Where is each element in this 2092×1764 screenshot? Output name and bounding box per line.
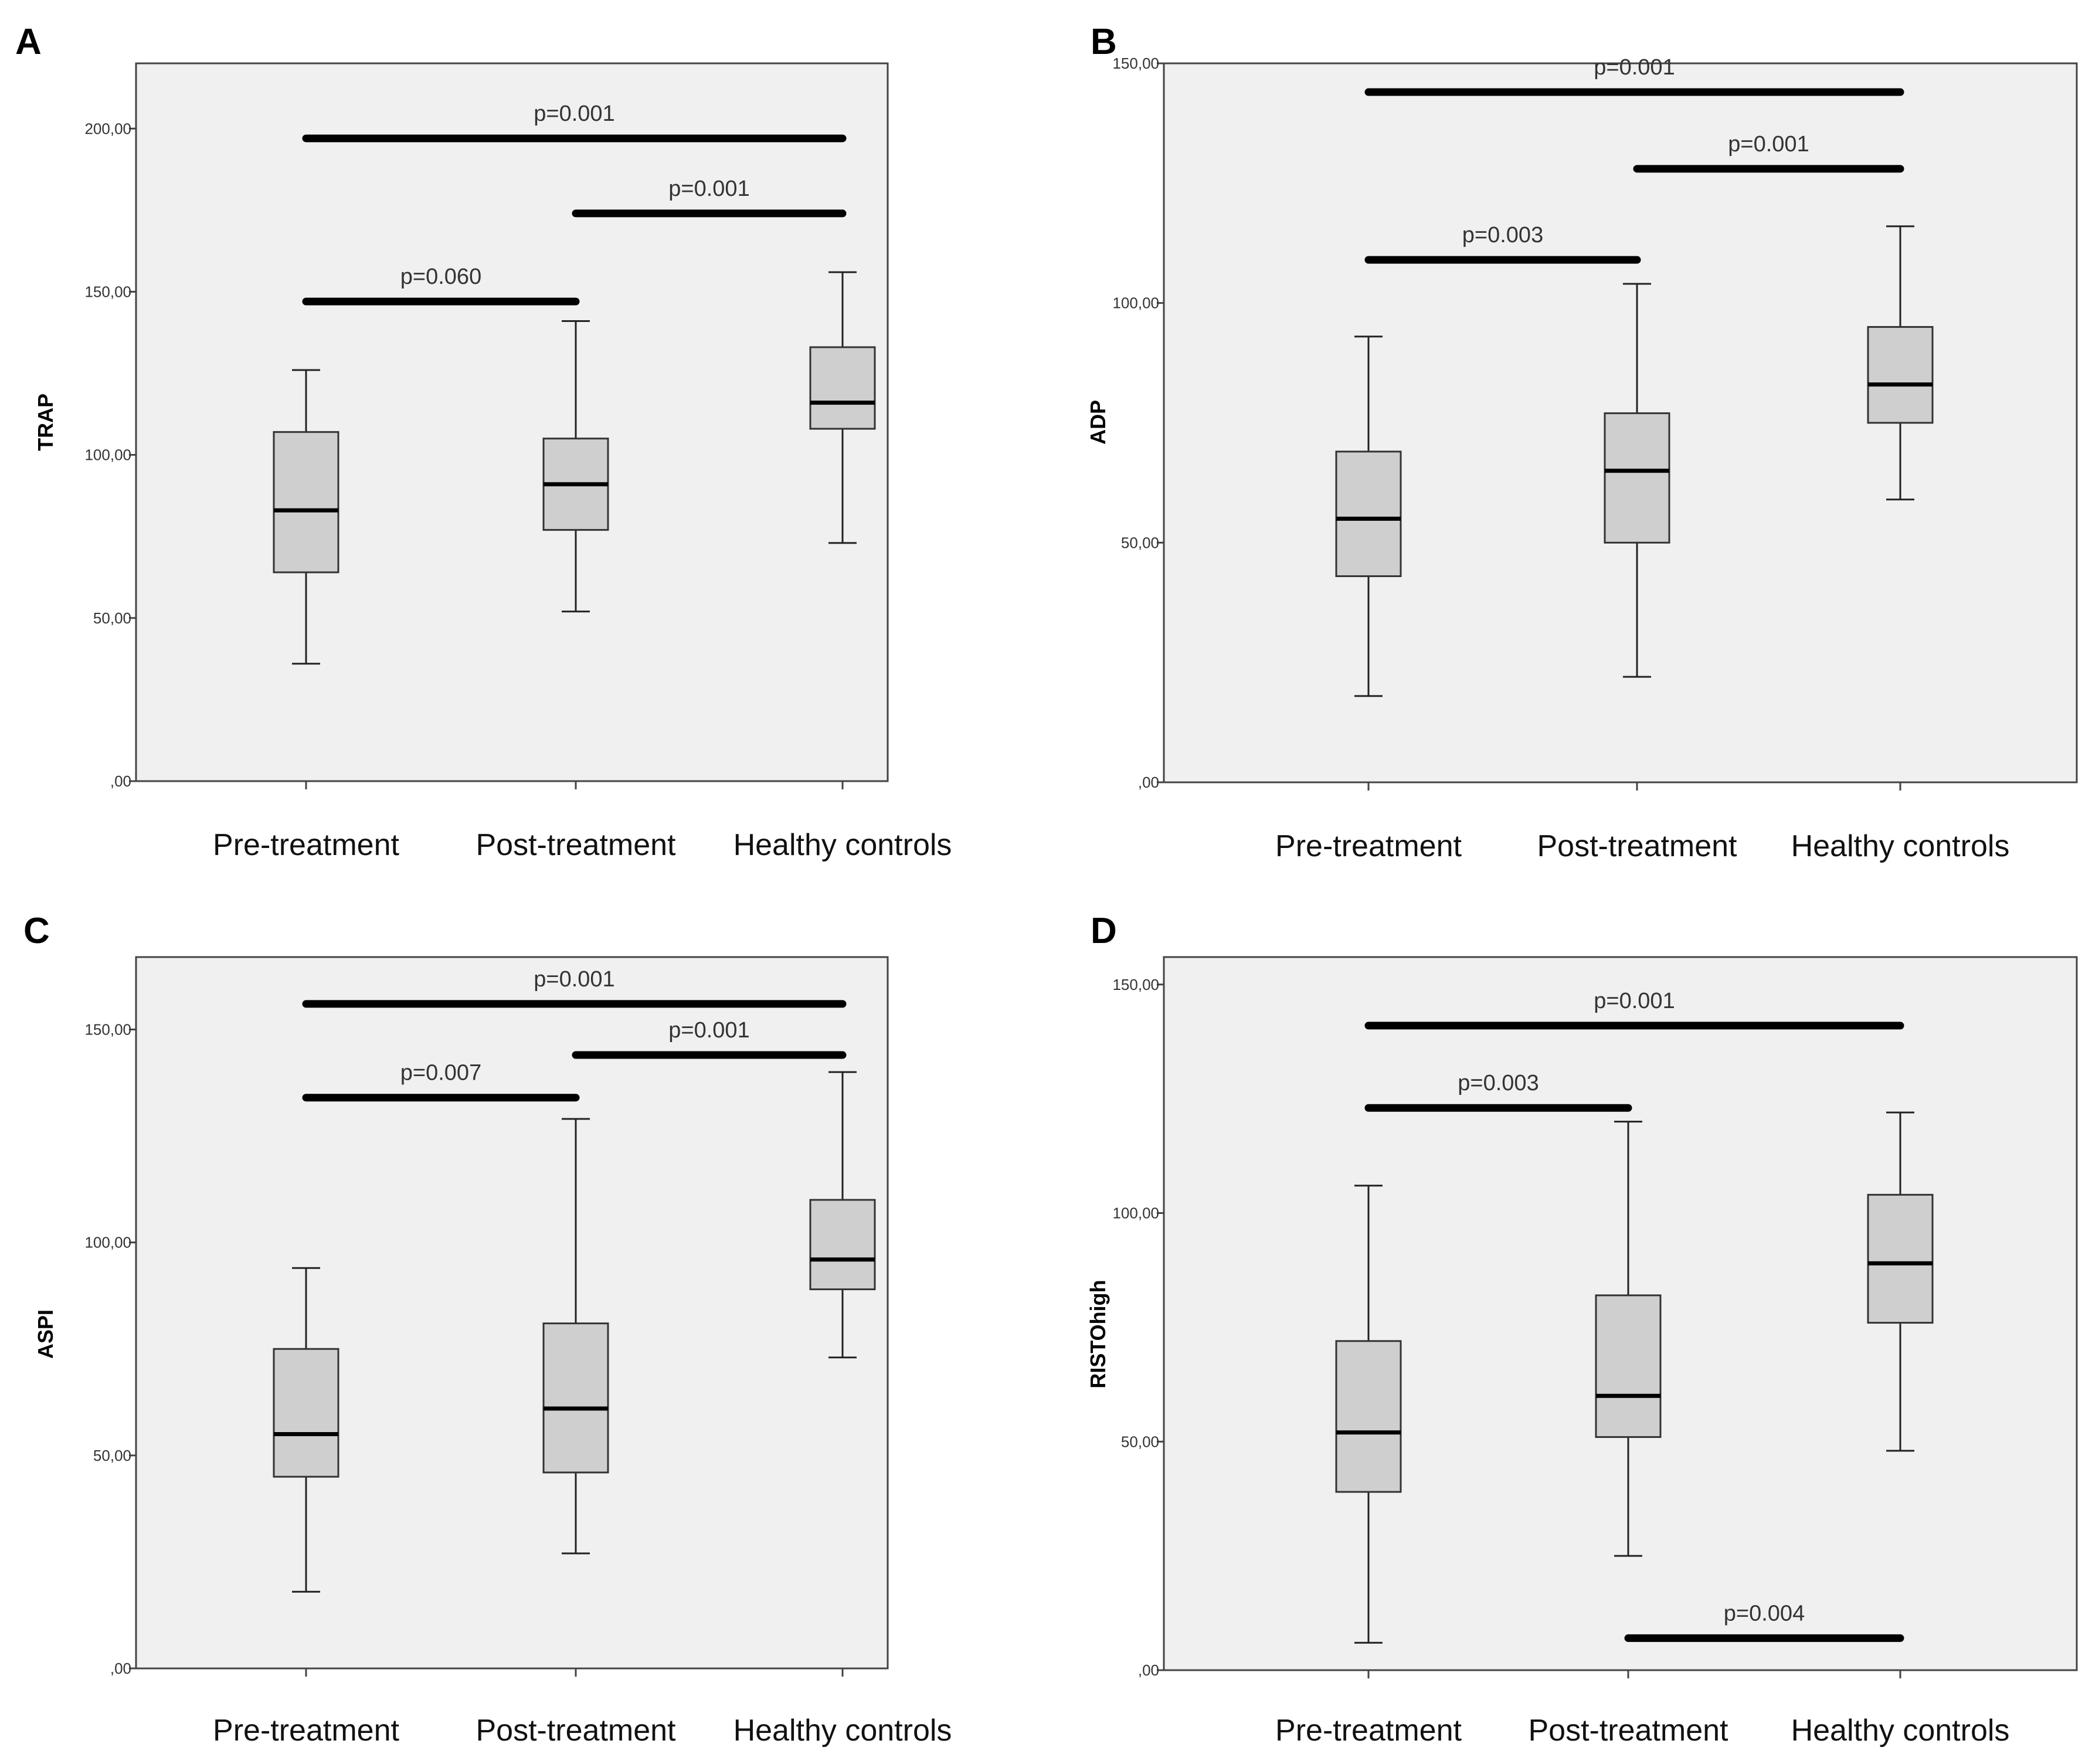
y-tick-label: 100,00: [1112, 294, 1159, 312]
iqr-box: [809, 346, 876, 430]
y-tick-label: 100,00: [84, 1234, 131, 1251]
p-value-label: p=0.001: [534, 101, 614, 126]
iqr-box: [809, 1199, 876, 1291]
box-2: [1595, 1121, 1662, 1557]
x-tick-label: Healthy controls: [733, 828, 952, 862]
y-tick-label: 150,00: [84, 1020, 131, 1038]
p-value-label: p=0.001: [534, 967, 614, 992]
x-tick-label: Pre-treatment: [213, 828, 399, 862]
panel-letter: B: [1091, 22, 1117, 62]
p-value-label: p=0.003: [1462, 223, 1543, 247]
iqr-box: [1335, 1340, 1402, 1493]
y-axis-label: RISTOhigh: [1086, 1280, 1110, 1388]
y-tick-label: 50,00: [93, 1447, 131, 1464]
y-tick-label: 50,00: [1121, 534, 1159, 551]
panel-d: D RISTOhigh ,00 50,00 100,00 150,00 Pre-treatm…: [1086, 911, 2078, 1748]
box-2: [542, 320, 609, 613]
panel-a: A TRAP ,00 50,00 100,00 150,00 200,00 Pre-treat…: [15, 22, 952, 862]
y-axis-label: ADP: [1086, 400, 1110, 445]
iqr-box: [542, 1322, 609, 1474]
x-tick-label: Post-treatment: [1528, 1714, 1728, 1748]
x-tick-label: Pre-treatment: [213, 1714, 399, 1748]
y-tick-label: ,00: [110, 1660, 131, 1677]
y-tick-label: 100,00: [84, 446, 131, 464]
box-2: [542, 1118, 609, 1555]
iqr-box: [1867, 1193, 1934, 1324]
x-tick-label: Post-treatment: [476, 1714, 676, 1748]
box-2: [1604, 283, 1670, 678]
x-tick-label: Pre-treatment: [1275, 1714, 1462, 1748]
y-tick-label: 50,00: [93, 609, 131, 627]
y-tick-label: 200,00: [84, 120, 131, 137]
y-tick-label: 150,00: [1112, 976, 1159, 993]
p-value-label: p=0.001: [668, 177, 749, 201]
y-tick-label: 50,00: [1121, 1433, 1159, 1450]
box-1: [1335, 335, 1402, 697]
p-value-label: p=0.001: [1594, 55, 1675, 80]
box-1: [273, 369, 339, 665]
plot-area: [135, 62, 889, 782]
p-value-label: p=0.007: [400, 1061, 481, 1085]
panel-letter: D: [1091, 911, 1117, 951]
box-1: [1335, 1185, 1402, 1644]
x-tick-label: Healthy controls: [1791, 829, 2010, 863]
p-value-label: p=0.004: [1724, 1601, 1805, 1626]
panel-letter: C: [23, 911, 50, 951]
iqr-box: [1595, 1294, 1662, 1438]
y-tick-label: ,00: [1138, 774, 1159, 791]
p-value-label: p=0.001: [1594, 989, 1675, 1013]
x-tick-label: Post-treatment: [1537, 829, 1737, 863]
y-tick-label: ,00: [1138, 1661, 1159, 1679]
panel-b: B ADP ,00 50,00 100,00 150,00 Pre-treatment Pos…: [1086, 22, 2078, 863]
iqr-box: [1867, 326, 1934, 424]
box-3: [809, 271, 876, 544]
x-tick-label: Pre-treatment: [1275, 829, 1462, 863]
iqr-box: [273, 1348, 339, 1478]
x-tick-label: Healthy controls: [1791, 1714, 2010, 1748]
box-3: [1867, 1111, 1934, 1452]
y-axis-label: ASPI: [33, 1310, 57, 1359]
box-1: [273, 1267, 339, 1593]
y-tick-label: 150,00: [84, 283, 131, 300]
box-3: [809, 1071, 876, 1359]
iqr-box: [1335, 450, 1402, 578]
iqr-box: [273, 431, 339, 574]
panel-c: C ASPI ,00 50,00 100,00 150,00 Pre-treatment Po…: [23, 911, 952, 1748]
y-tick-label: 150,00: [1112, 55, 1159, 72]
plot-area: [135, 956, 889, 1670]
y-tick-label: 100,00: [1112, 1205, 1159, 1222]
y-axis-label: TRAP: [33, 393, 57, 451]
x-tick-label: Healthy controls: [733, 1714, 952, 1748]
iqr-box: [1604, 412, 1670, 544]
y-tick-label: ,00: [110, 772, 131, 790]
p-value-label: p=0.001: [1728, 132, 1809, 157]
p-value-label: p=0.001: [668, 1018, 749, 1043]
x-tick-label: Post-treatment: [476, 828, 676, 862]
p-value-label: p=0.003: [1458, 1071, 1539, 1095]
box-3: [1867, 225, 1934, 501]
panel-letter: A: [15, 22, 42, 62]
p-value-label: p=0.060: [400, 264, 481, 289]
